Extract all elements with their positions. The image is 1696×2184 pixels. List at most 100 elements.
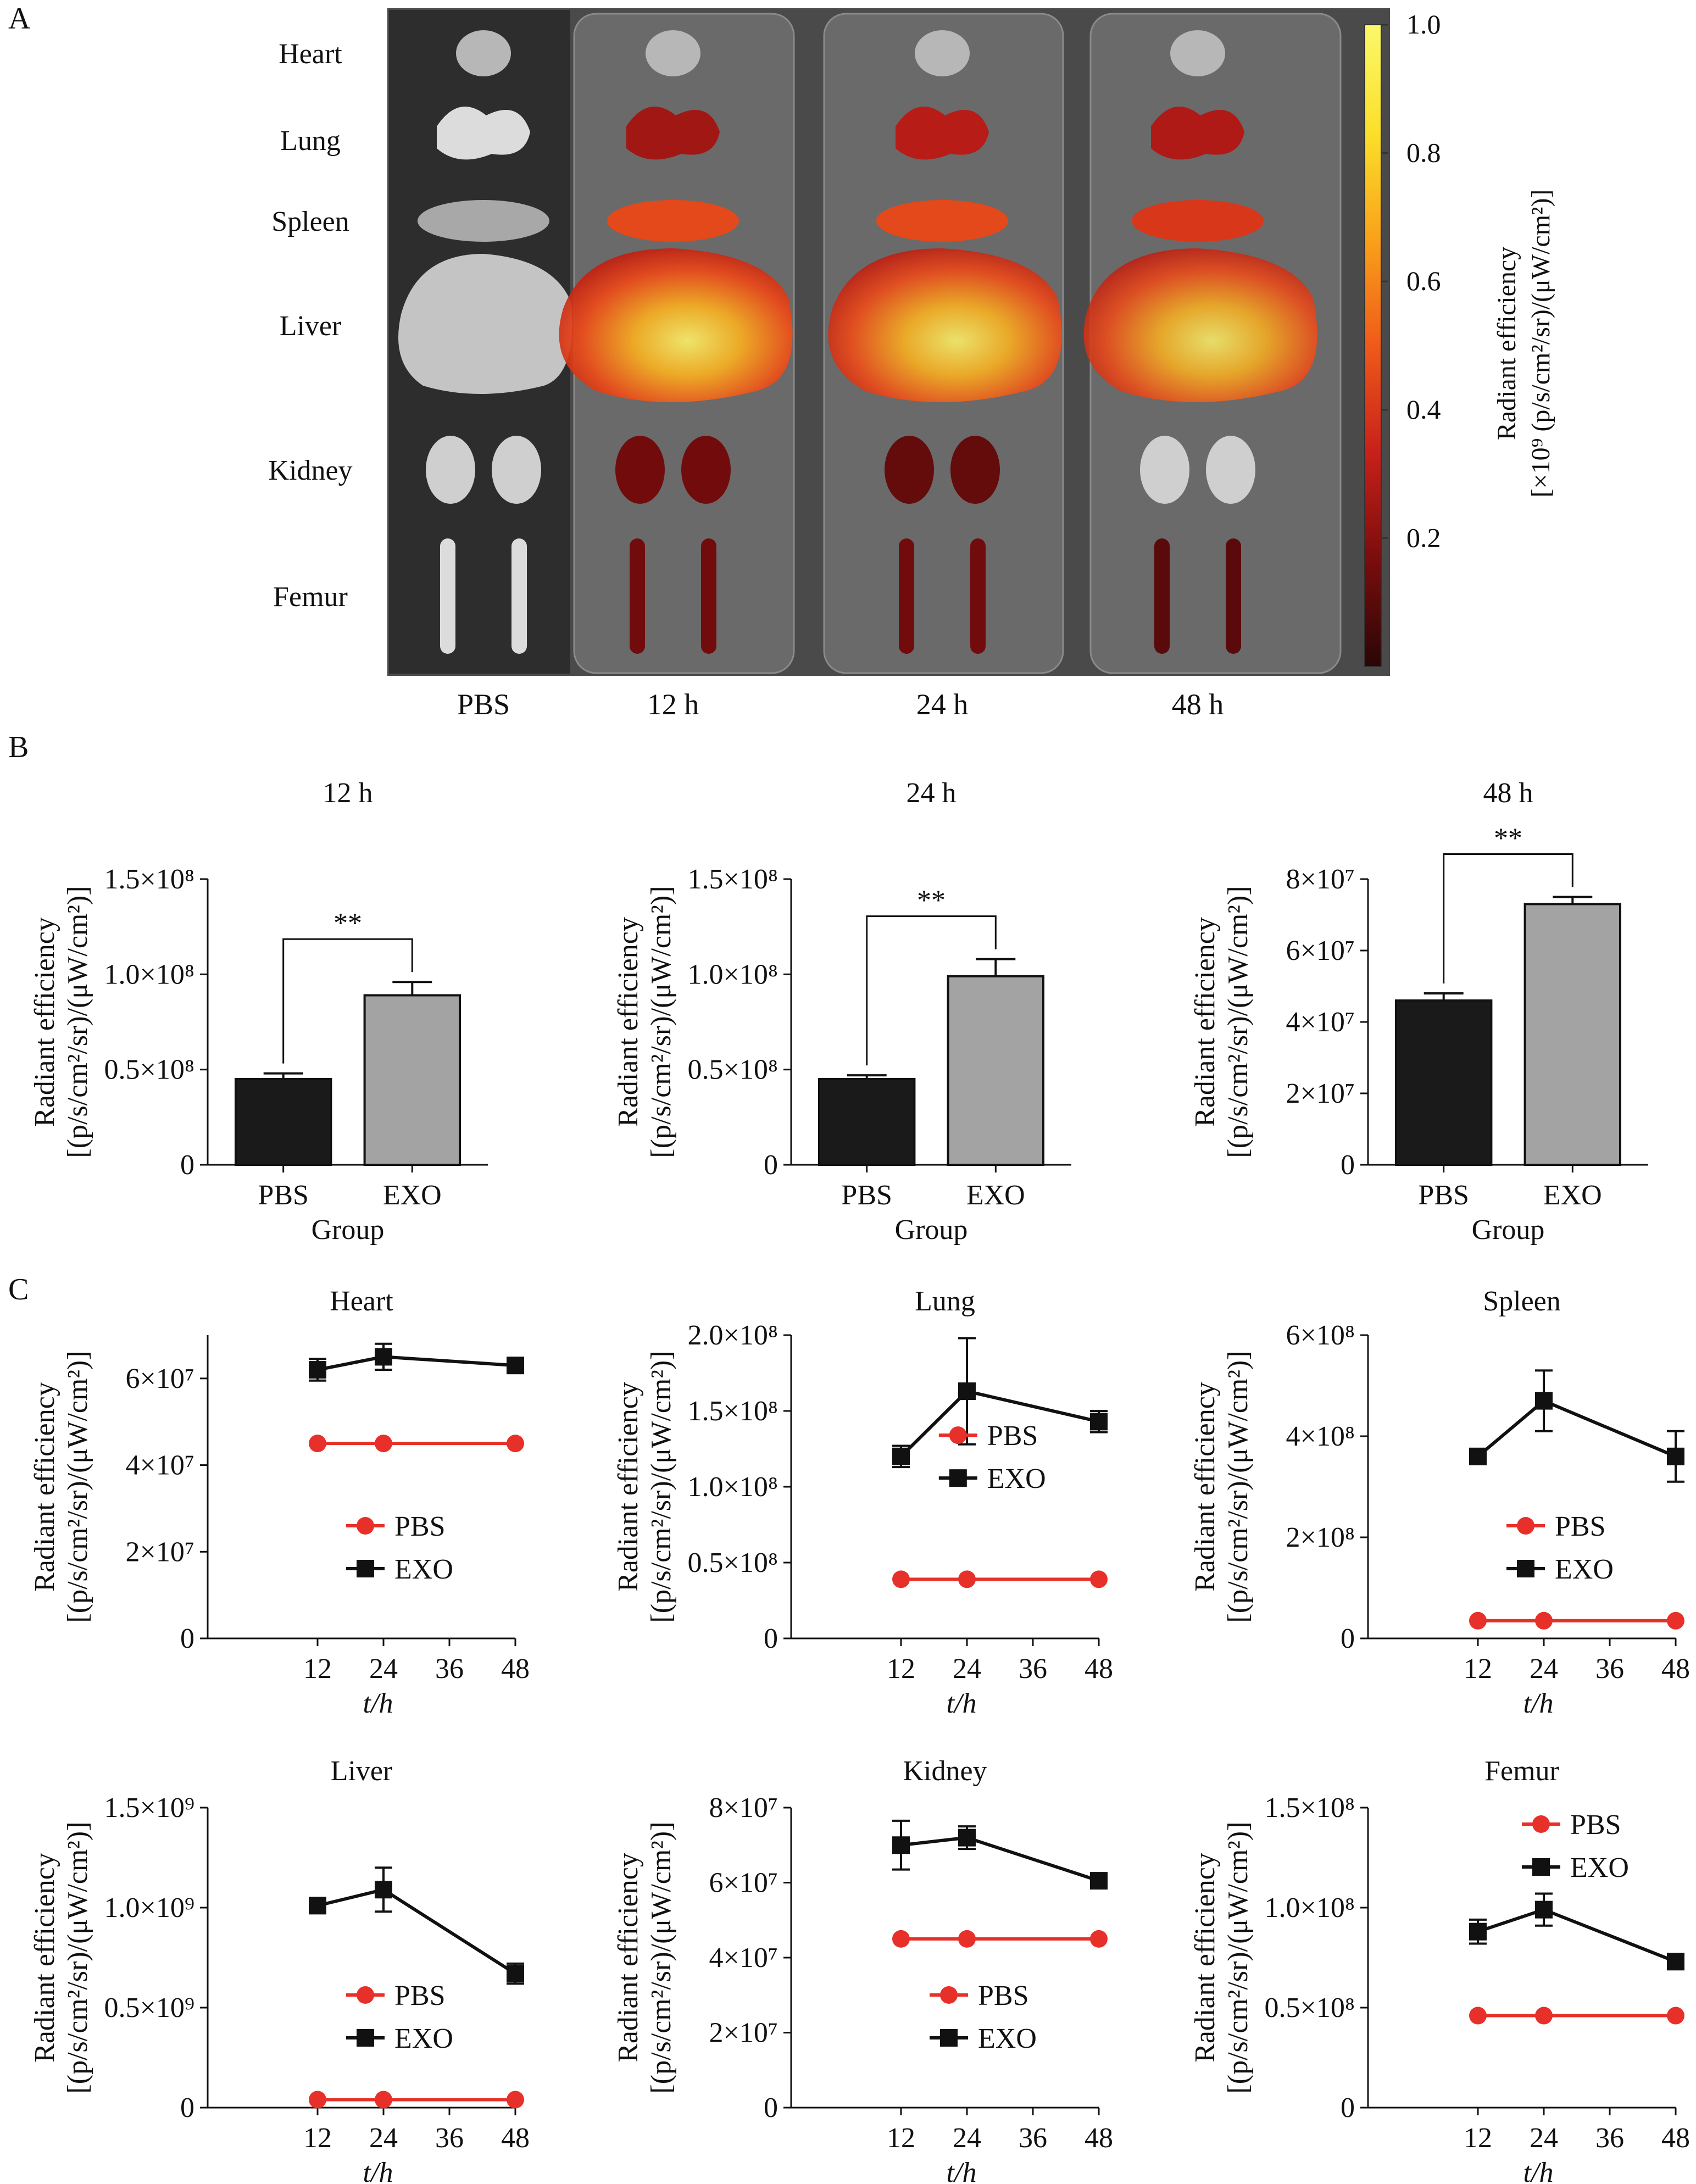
y-tick-label: 0.5×10⁹ [104, 1992, 194, 2024]
x-tick-label: 24 [1530, 2122, 1558, 2154]
chart-title: Liver [331, 1755, 393, 1787]
y-tick-label: 2×10⁷ [709, 2018, 778, 2049]
y-axis-label-line2: [(p/s/cm²/sr)/(μW/cm²)] [1222, 1821, 1254, 2093]
y-tick-label: 2×10⁸ [1286, 1522, 1355, 1553]
column-label-24h: 24 h [916, 688, 969, 721]
y-axis-label-line1: Radiant efficiency [1189, 1382, 1221, 1592]
x-tick-label: 24 [953, 2122, 981, 2154]
heart-organ [1170, 30, 1225, 76]
kidney-organ-1 [885, 436, 934, 504]
y-tick-label: 0 [1341, 1623, 1355, 1654]
lung-organ [626, 107, 720, 160]
x-axis-label: t/h [1523, 1688, 1554, 1719]
bar-pbs [1395, 999, 1493, 1166]
x-tick-label: 48 [501, 1653, 530, 1685]
y-tick-label: 4×10⁷ [126, 1450, 194, 1481]
organ-label-liver: Liver [280, 310, 342, 342]
data-point-exo [1667, 1447, 1684, 1465]
y-tick-label: 6×10⁷ [1286, 935, 1355, 966]
x-tick-label: 48 [1085, 2122, 1113, 2154]
data-point-pbs [1535, 2007, 1553, 2025]
x-tick-label: 36 [1595, 2122, 1624, 2154]
data-point-pbs [958, 1930, 976, 1948]
y-tick-label: 0 [764, 1149, 778, 1181]
x-tick-label: 36 [435, 1653, 464, 1685]
y-axis-label-line2: [(p/s/cm²/sr)/(μW/cm²)] [1222, 886, 1254, 1158]
legend-marker-exo [357, 1560, 374, 1577]
y-tick-label: 6×10⁸ [1286, 1320, 1355, 1351]
x-tick-label: 12 [1464, 1653, 1492, 1685]
liver-organ [398, 254, 572, 394]
chart-title: 24 h [907, 777, 957, 809]
y-axis-label-line2: [(p/s/cm²/sr)/(μW/cm²)] [646, 1821, 677, 2093]
x-tick-label: 48 [501, 2122, 530, 2154]
x-tick-label: 12 [887, 1653, 915, 1685]
chart-title: 12 h [323, 777, 373, 809]
data-point-pbs [1667, 1611, 1684, 1630]
kidney-organ-2 [681, 436, 731, 504]
lung-organ [896, 107, 989, 160]
legend-label-exo: EXO [1570, 1852, 1629, 1883]
y-tick-label: 1.5×10⁸ [1265, 1792, 1355, 1824]
x-tick-label: 36 [1019, 1653, 1047, 1685]
femur-organ-2 [970, 538, 986, 654]
series-line-exo [317, 1888, 516, 1975]
panel-label-a: A [8, 2, 31, 36]
chart-c-heart: Heart 0 2×10⁷ 4×10⁷ 6×10⁷ Radiant efficiency[… [29, 1286, 530, 1719]
femur-organ-1 [630, 538, 645, 654]
x-axis-label: t/h [363, 1688, 393, 1719]
x-tick-label: EXO [966, 1180, 1025, 1211]
x-axis-label: t/h [947, 1688, 977, 1719]
legend-label-pbs: PBS [394, 1511, 446, 1542]
y-tick-label: 1.5×10⁸ [104, 864, 194, 895]
chart-title: Kidney [903, 1755, 987, 1787]
x-tick-label: PBS [1418, 1180, 1469, 1211]
y-tick-label: 0 [1341, 2092, 1355, 2124]
data-point-pbs [309, 1435, 326, 1453]
x-tick-label: PBS [841, 1180, 892, 1211]
x-tick-label: 12 [887, 2122, 915, 2154]
lung-organ [1151, 107, 1244, 160]
liver-organ [1083, 248, 1317, 402]
data-point-pbs [507, 1435, 524, 1453]
y-axis-label-line2: [(p/s/cm²/sr)/(μW/cm²)] [646, 886, 677, 1158]
y-axis-label-line1: Radiant efficiency [1189, 1853, 1221, 2063]
data-point-exo [507, 1965, 524, 1983]
kidney-organ-2 [1206, 436, 1255, 504]
y-tick-label: 1.5×10⁸ [688, 1396, 778, 1427]
data-point-exo [309, 1897, 326, 1915]
y-tick-label: 1.0×10⁸ [1265, 1892, 1355, 1924]
y-tick-label: 1.5×10⁸ [688, 864, 778, 895]
x-tick-label: PBS [258, 1180, 309, 1211]
legend-marker-exo [949, 1469, 967, 1487]
series-line-exo [900, 1836, 1099, 1882]
legend-marker-pbs [357, 1986, 374, 2004]
legend-marker-pbs [949, 1426, 967, 1444]
y-tick-label: 1.5×10⁹ [104, 1792, 194, 1824]
organ-column-0 [398, 30, 572, 654]
bar-pbs [818, 1078, 916, 1166]
data-point-pbs [958, 1570, 976, 1588]
x-tick-label: 48 [1661, 2122, 1690, 2154]
panel-label-c: C [8, 1272, 29, 1307]
colorbar-tick-label: 0.2 [1406, 522, 1441, 553]
data-point-exo [1090, 1872, 1108, 1890]
y-tick-label: 0 [180, 2092, 194, 2124]
significance-bracket [282, 938, 413, 1064]
colorbar-label-line2: [×10⁹ (p/s/cm²/sr)/(μW/cm²)] [1526, 190, 1555, 498]
legend-label-exo: EXO [987, 1463, 1046, 1494]
series-line-exo [317, 1355, 516, 1372]
data-point-exo [958, 1382, 976, 1401]
x-tick-label: 12 [303, 2122, 332, 2154]
y-tick-label: 4×10⁷ [709, 1942, 778, 1974]
y-tick-label: 8×10⁷ [709, 1792, 778, 1824]
data-point-pbs [375, 2091, 392, 2109]
y-axis-label-line1: Radiant efficiency [29, 1382, 60, 1592]
chart-c-lung: Lung 0 0.5×10⁸ 1.0×10⁸ 1.5×10⁸ 2.0×10⁸ Radiant… [613, 1286, 1113, 1719]
chart-c-femur: Femur 0 0.5×10⁸ 1.0×10⁸ 1.5×10⁸ Radiant effic… [1189, 1755, 1690, 2184]
femur-organ-1 [440, 538, 455, 654]
data-point-pbs [892, 1570, 910, 1588]
x-tick-label: 24 [1530, 1653, 1558, 1685]
y-axis-label-line2: [(p/s/cm²/sr)/(μW/cm²)] [62, 1821, 93, 2093]
